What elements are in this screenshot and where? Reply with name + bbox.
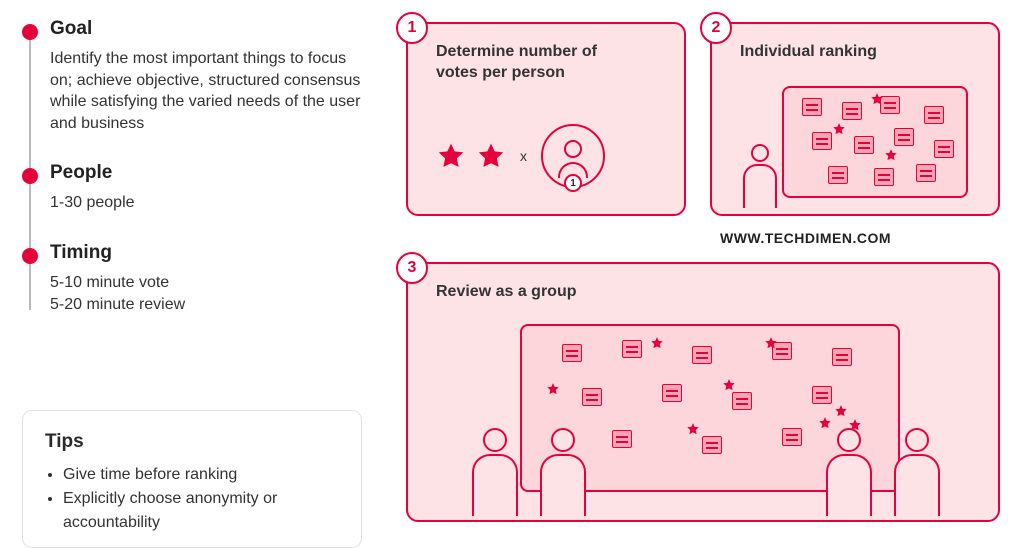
- panel-title: Individual ranking: [740, 42, 877, 63]
- sticky-note-icon: [832, 348, 852, 366]
- tips-list: Give time before ranking Explicitly choo…: [45, 463, 339, 535]
- sticky-note-icon: [662, 384, 682, 402]
- tips-item: Give time before ranking: [63, 463, 339, 487]
- person-figure-icon: [536, 428, 590, 524]
- sticky-note-icon: [894, 128, 914, 146]
- star-icon: [870, 92, 884, 106]
- sidebar-item-title: Goal: [50, 18, 362, 40]
- bullet-dot-icon: [22, 24, 38, 40]
- sidebar-item-goal: Goal Identify the most important things …: [22, 18, 362, 134]
- star-icon: [884, 148, 898, 162]
- sticky-note-icon: [802, 98, 822, 116]
- step-number-badge: 2: [700, 12, 732, 44]
- star-icon: [832, 122, 846, 136]
- ranking-illustration: [736, 86, 976, 208]
- sticky-note-icon: [842, 102, 862, 120]
- sidebar-item-body: 5-10 minute vote 5-20 minute review: [50, 272, 362, 315]
- sticky-note-icon: [828, 166, 848, 184]
- sticky-note-icon: [812, 386, 832, 404]
- step-number-badge: 3: [396, 252, 428, 284]
- person-figure-icon: [890, 428, 944, 524]
- sticky-note-icon: [782, 428, 802, 446]
- sidebar-item-body: Identify the most important things to fo…: [50, 48, 362, 134]
- sticky-note-icon: [732, 392, 752, 410]
- sticky-note-icon: [934, 140, 954, 158]
- sidebar-item-timing: Timing 5-10 minute vote 5-20 minute revi…: [22, 242, 362, 315]
- panel-title: Review as a group: [436, 282, 577, 303]
- sidebar: Goal Identify the most important things …: [22, 18, 362, 343]
- person-number: 1: [564, 174, 582, 192]
- tips-box: Tips Give time before ranking Explicitly…: [22, 410, 362, 548]
- multiply-symbol: x: [520, 148, 527, 164]
- group-review-illustration: [448, 324, 968, 524]
- star-icon: [722, 378, 736, 392]
- star-icon: [834, 404, 848, 418]
- panel-step-1: 1 Determine number of votes per person x…: [406, 22, 686, 216]
- sticky-note-icon: [582, 388, 602, 406]
- bullet-dot-icon: [22, 248, 38, 264]
- panel-step-2: 2 Individual ranking: [710, 22, 1000, 216]
- star-icon: [686, 422, 700, 436]
- star-icon: [546, 382, 560, 396]
- star-icon: [436, 141, 466, 171]
- sticky-note-icon: [702, 436, 722, 454]
- step-number-badge: 1: [396, 12, 428, 44]
- timing-line: 5-10 minute vote: [50, 272, 362, 294]
- sticky-note-icon: [924, 106, 944, 124]
- person-figure-icon: [740, 144, 780, 214]
- person-icon: 1: [541, 124, 605, 188]
- sidebar-item-title: People: [50, 162, 362, 184]
- tips-title: Tips: [45, 431, 339, 453]
- sticky-note-icon: [854, 136, 874, 154]
- sticky-note-icon: [562, 344, 582, 362]
- person-figure-icon: [468, 428, 522, 524]
- star-icon: [764, 336, 778, 350]
- votes-illustration: x 1: [436, 124, 605, 188]
- sidebar-item-body: 1-30 people: [50, 192, 362, 214]
- panel-step-3: 3 Review as a group: [406, 262, 1000, 522]
- star-icon: [476, 141, 506, 171]
- sidebar-item-title: Timing: [50, 242, 362, 264]
- watermark: WWW.TECHDIMEN.COM: [720, 230, 891, 246]
- board-icon: [782, 86, 968, 198]
- person-figure-icon: [822, 428, 876, 524]
- sticky-note-icon: [692, 346, 712, 364]
- star-icon: [650, 336, 664, 350]
- sticky-note-icon: [622, 340, 642, 358]
- sticky-note-icon: [916, 164, 936, 182]
- timing-line: 5-20 minute review: [50, 294, 362, 316]
- panel-title: Determine number of votes per person: [436, 42, 636, 84]
- tips-item: Explicitly choose anonymity or accountab…: [63, 487, 339, 535]
- bullet-dot-icon: [22, 168, 38, 184]
- sticky-note-icon: [612, 430, 632, 448]
- sticky-note-icon: [812, 132, 832, 150]
- sticky-note-icon: [874, 168, 894, 186]
- sidebar-item-people: People 1-30 people: [22, 162, 362, 214]
